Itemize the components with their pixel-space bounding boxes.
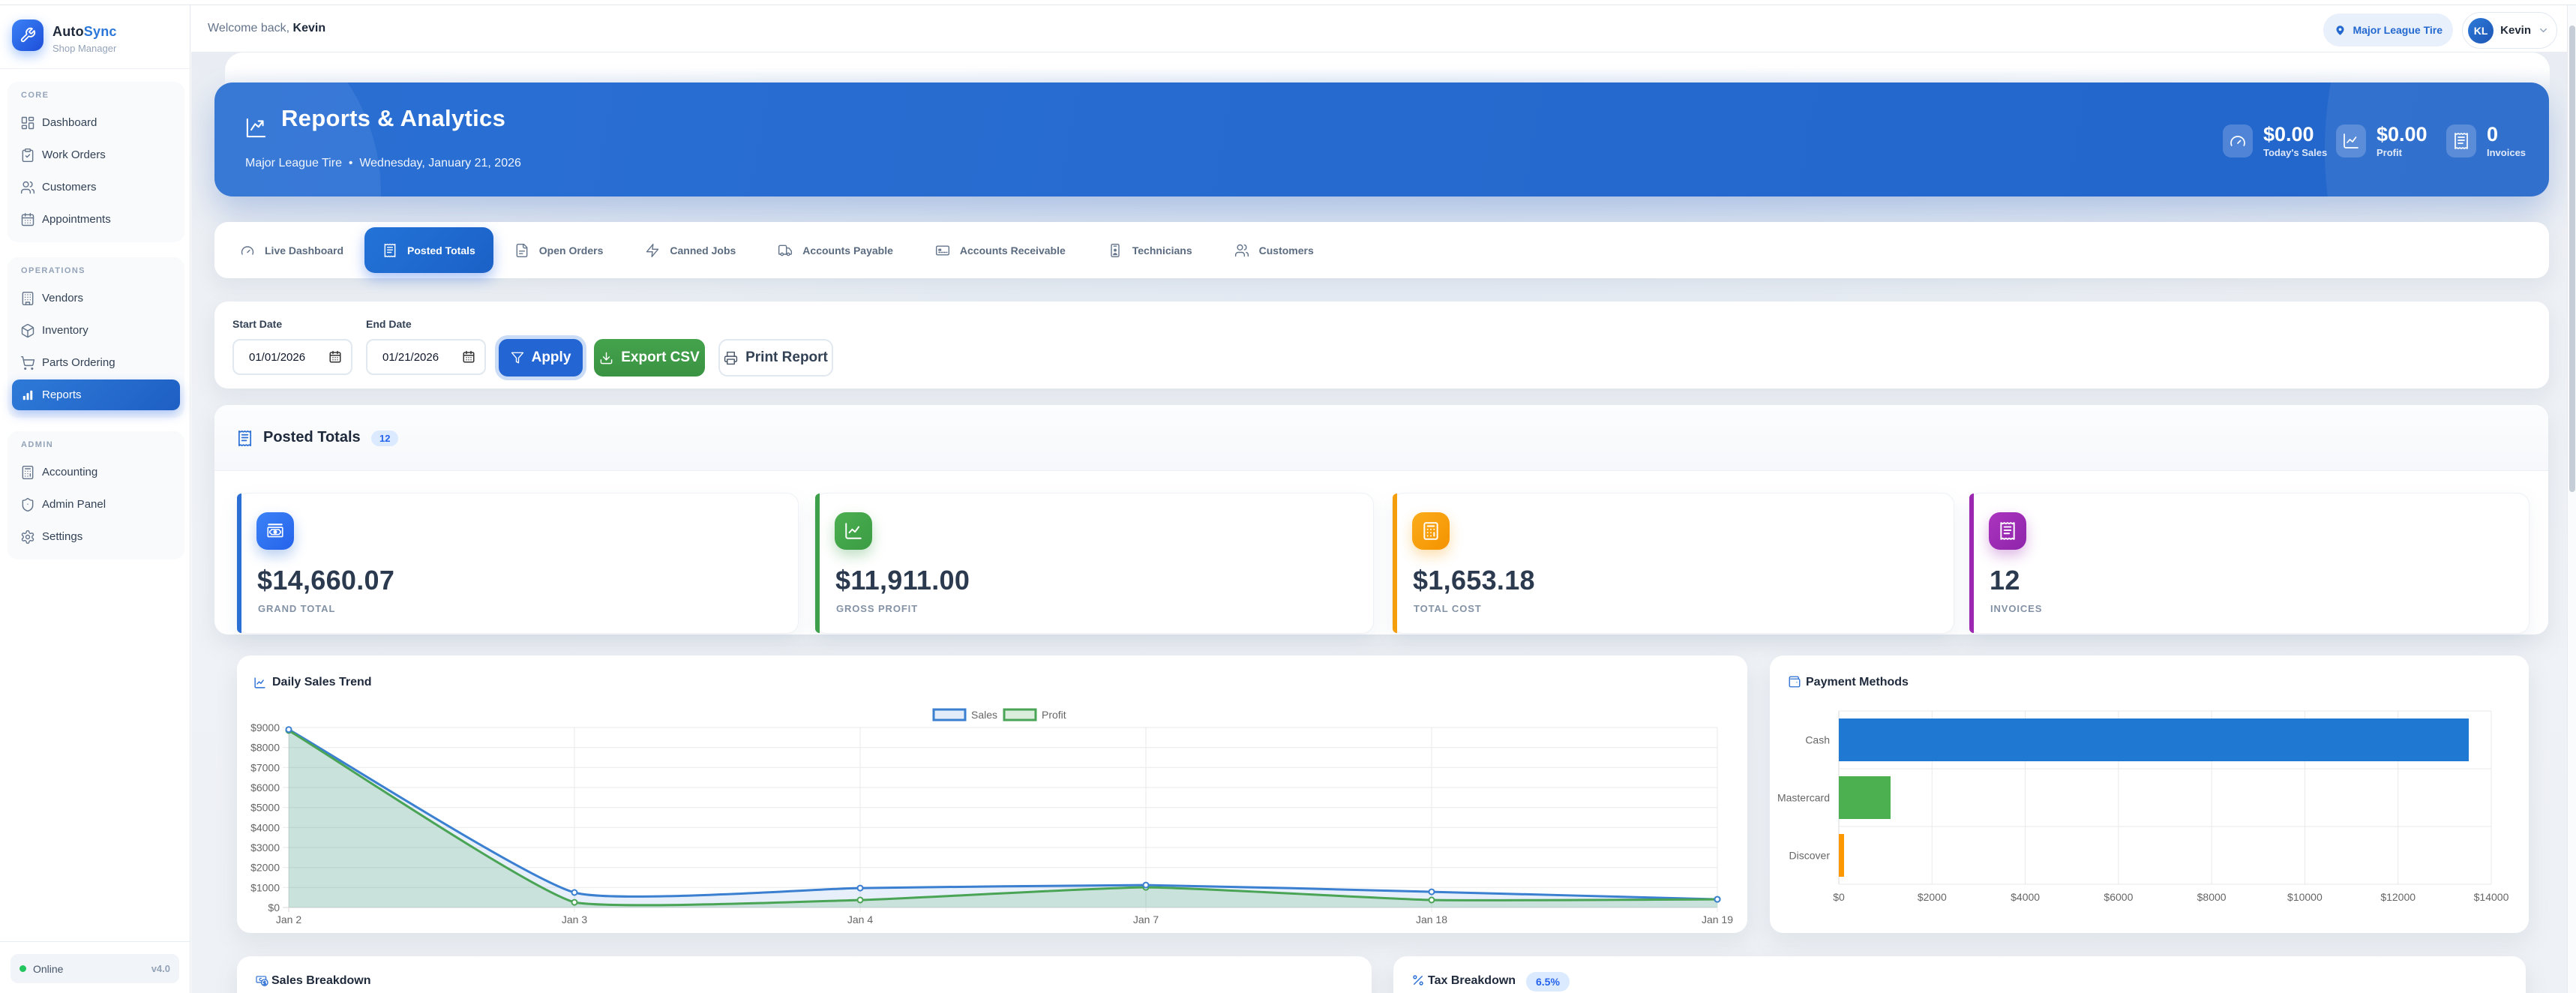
- svg-text:$0: $0: [268, 902, 280, 914]
- svg-text:$5000: $5000: [250, 802, 280, 814]
- svg-text:$2000: $2000: [1918, 891, 1947, 903]
- svg-text:Jan 2: Jan 2: [276, 914, 301, 926]
- svg-text:$4000: $4000: [2011, 891, 2040, 903]
- svg-text:$14000: $14000: [2474, 891, 2509, 903]
- svg-text:$8000: $8000: [250, 742, 280, 754]
- svg-text:$7000: $7000: [250, 761, 280, 773]
- svg-text:Sales: Sales: [971, 709, 997, 721]
- svg-text:$10000: $10000: [2287, 891, 2323, 903]
- svg-text:$0: $0: [1833, 891, 1845, 903]
- svg-text:$3000: $3000: [250, 842, 280, 854]
- svg-text:Jan 4: Jan 4: [847, 914, 873, 926]
- svg-text:Profit: Profit: [1042, 709, 1066, 721]
- svg-text:Jan 18: Jan 18: [1416, 914, 1447, 926]
- svg-text:$12000: $12000: [2380, 891, 2416, 903]
- svg-text:$8000: $8000: [2197, 891, 2227, 903]
- svg-text:$6000: $6000: [250, 782, 280, 794]
- svg-text:$1000: $1000: [250, 881, 280, 893]
- svg-text:Mastercard: Mastercard: [1777, 792, 1830, 804]
- svg-text:Jan 19: Jan 19: [1702, 914, 1733, 926]
- svg-text:Jan 7: Jan 7: [1133, 914, 1159, 926]
- svg-text:Discover: Discover: [1789, 850, 1831, 862]
- svg-text:Cash: Cash: [1805, 734, 1830, 746]
- svg-text:Jan 3: Jan 3: [562, 914, 587, 926]
- svg-text:$6000: $6000: [2104, 891, 2133, 903]
- svg-text:$2000: $2000: [250, 862, 280, 874]
- svg-text:$4000: $4000: [250, 821, 280, 833]
- svg-text:$9000: $9000: [250, 722, 280, 734]
